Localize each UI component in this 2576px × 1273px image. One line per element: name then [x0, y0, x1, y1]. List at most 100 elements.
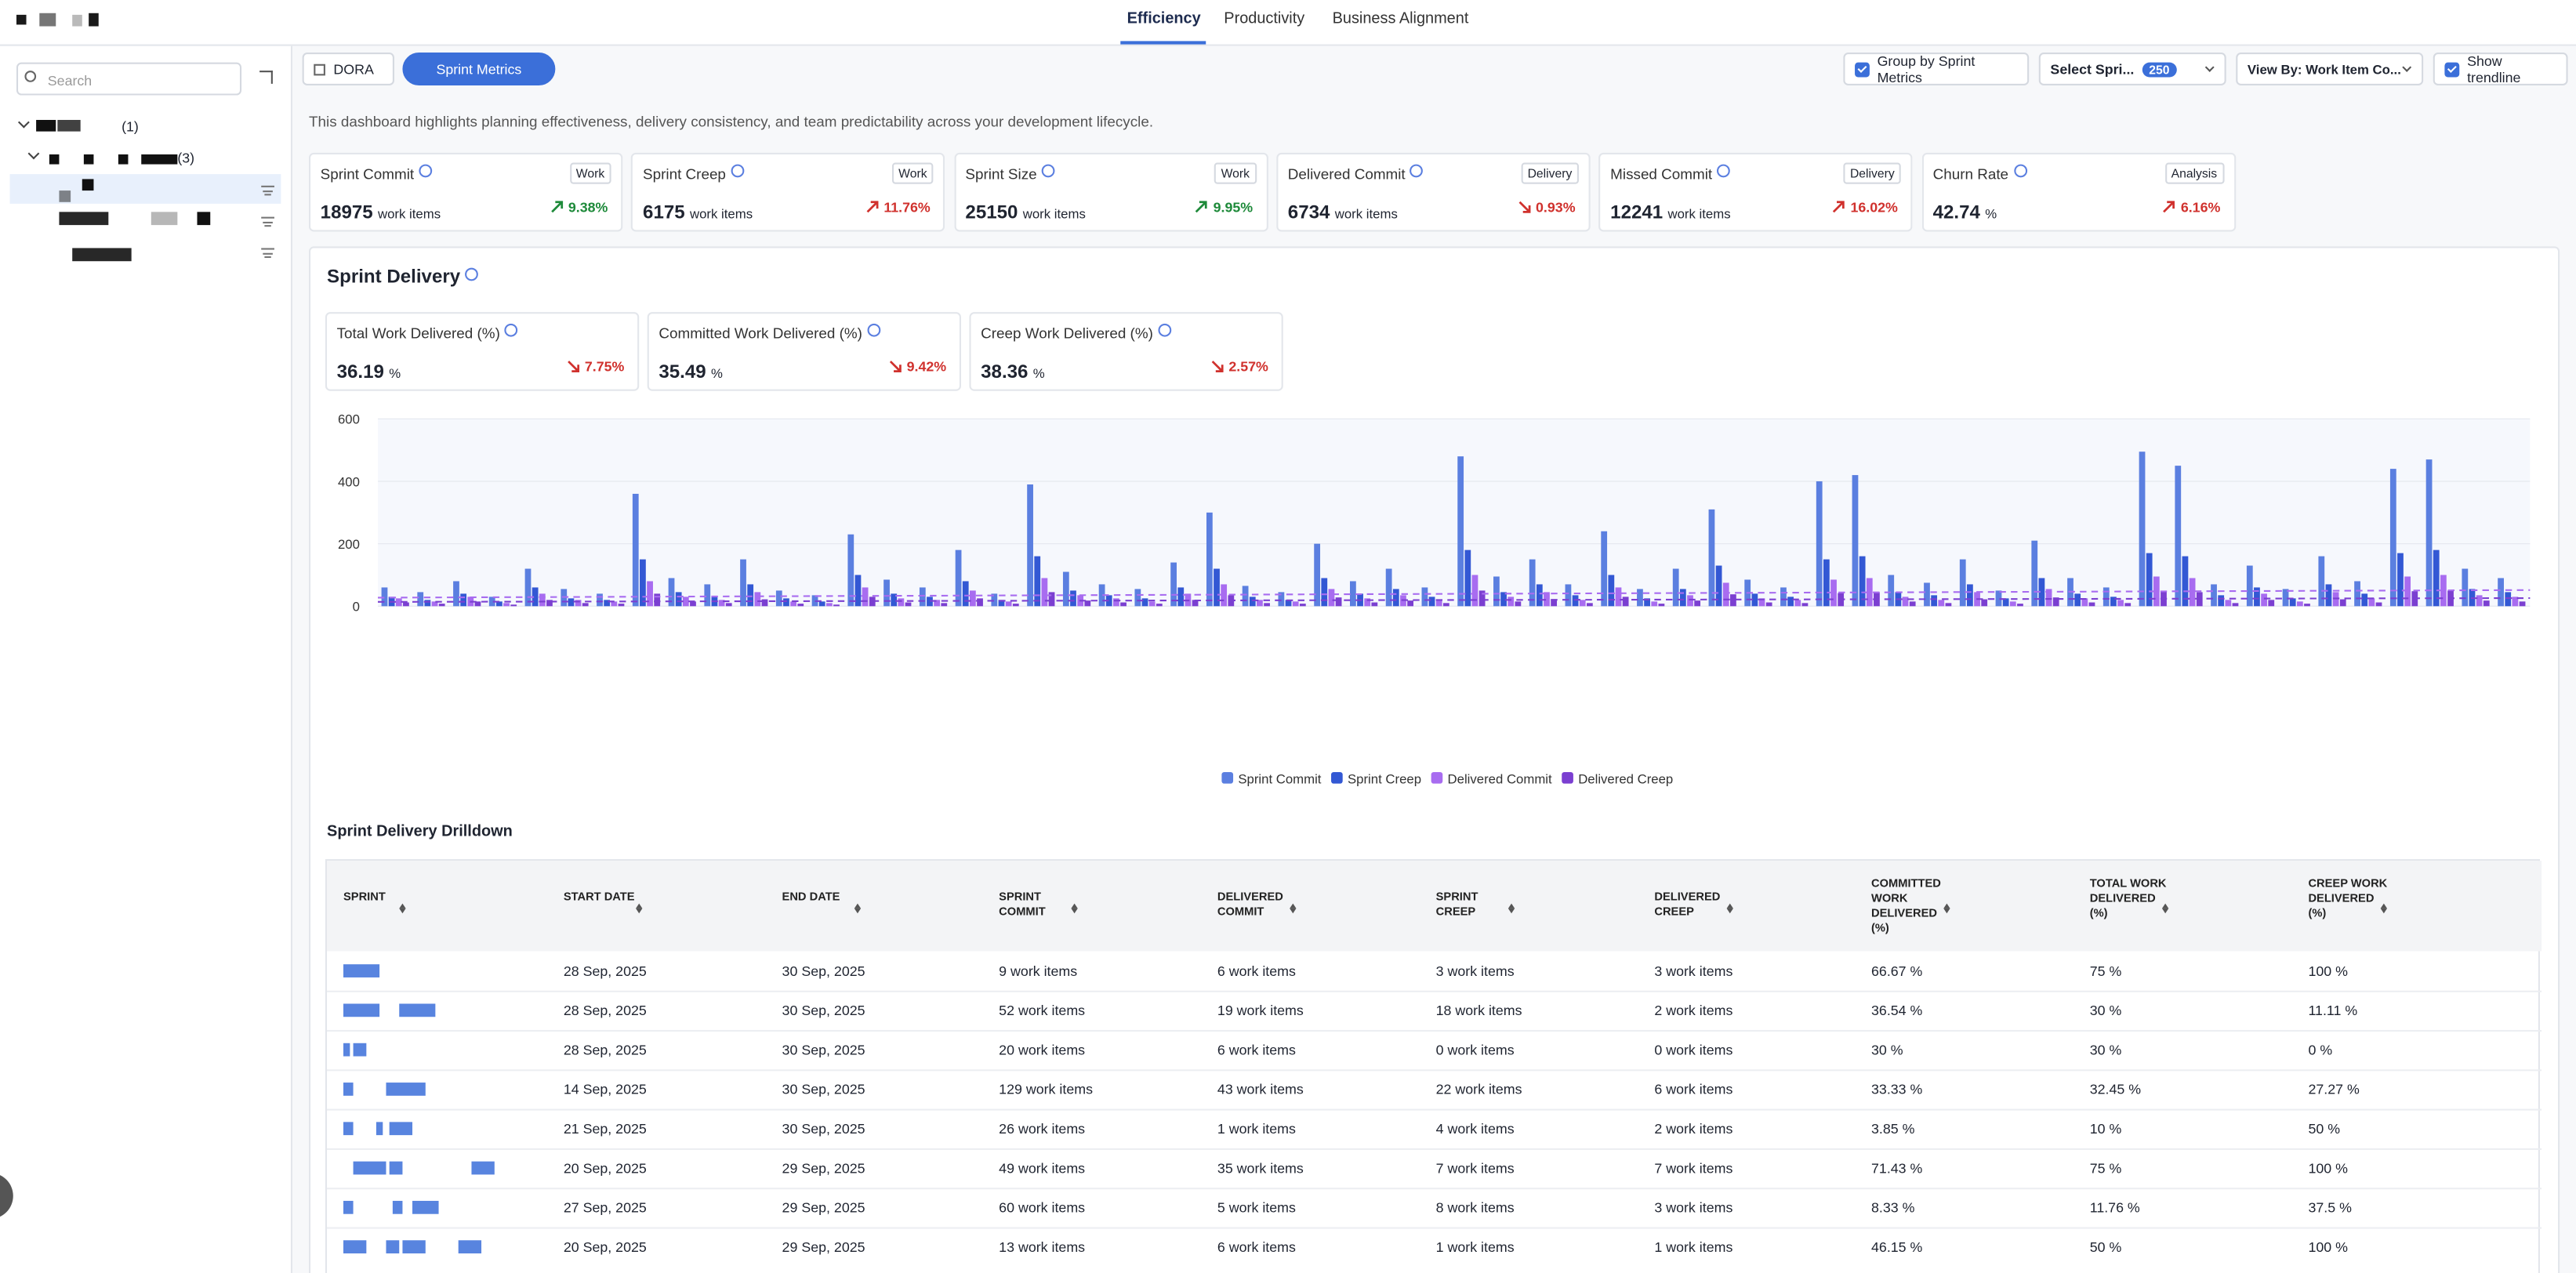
bar	[898, 598, 904, 606]
metric-title: Creep Work Delivered (%)	[981, 324, 1171, 342]
metric-card: Churn RateAnalysis42.74%6.16%	[1921, 153, 2235, 232]
bar	[633, 494, 639, 606]
bar	[1723, 582, 1729, 606]
column-header[interactable]: CREEP WORK DELIVERED (%)	[2308, 877, 2390, 922]
section-title: Sprint Delivery	[327, 268, 478, 288]
group-by-toggle[interactable]: Group by Sprint Metrics	[1843, 53, 2029, 85]
bar	[424, 600, 430, 606]
bar	[1787, 597, 1794, 606]
row-menu-icon	[261, 217, 274, 219]
bar	[1457, 456, 1464, 606]
view-by-label: View By: Work Item Co...	[2248, 62, 2401, 77]
search-box[interactable]: Search	[16, 63, 241, 96]
table-cell: 3 work items	[1654, 963, 1732, 979]
redacted	[59, 212, 108, 225]
table-cell: 20 Sep, 2025	[564, 1239, 647, 1255]
bar	[460, 593, 466, 606]
bar	[1371, 603, 1377, 607]
trend-arrow	[550, 201, 564, 214]
bar	[883, 579, 890, 606]
info-icon	[505, 324, 518, 337]
metric-value-row: 6175work items	[643, 197, 753, 227]
bar	[2505, 592, 2511, 606]
tree-selected	[10, 174, 281, 204]
trend-arrow	[865, 201, 879, 214]
bar	[1041, 578, 1047, 606]
bar	[970, 590, 976, 606]
sort-down	[1508, 909, 1515, 916]
table-cell: 30 Sep, 2025	[782, 1120, 865, 1137]
sprint-select[interactable]: Select Spri...250	[2039, 53, 2226, 85]
metric-card: Missed CommitDelivery12241work items16.0…	[1599, 153, 1913, 232]
bar	[1981, 600, 1987, 607]
bar	[1027, 484, 1033, 606]
bar	[2354, 581, 2360, 606]
table-cell: 1 work items	[1217, 1120, 1296, 1137]
table-cell: 18 work items	[1436, 1002, 1522, 1018]
table-cell: 20 work items	[999, 1042, 1085, 1058]
trendline-toggle[interactable]: Show trendline	[2433, 53, 2568, 85]
bar	[2390, 469, 2396, 606]
table-cell: 28 Sep, 2025	[564, 1002, 647, 1018]
column-header[interactable]: END DATE	[782, 890, 865, 905]
metric-change-value: 16.02%	[1850, 199, 1897, 216]
bar	[905, 603, 912, 607]
column-header[interactable]: START DATE	[564, 890, 646, 905]
table-cell: 60 work items	[999, 1199, 1085, 1216]
sort-up	[2162, 900, 2168, 908]
bar	[1794, 600, 1801, 606]
sort-icon	[636, 900, 644, 915]
sort-icon	[2381, 900, 2389, 915]
bar	[2190, 578, 2196, 606]
bar	[2218, 595, 2224, 606]
column-header[interactable]: DELIVERED COMMIT	[1217, 890, 1300, 920]
column-header[interactable]: SPRINT COMMIT	[999, 890, 1081, 920]
metric-unit: work items	[690, 207, 753, 222]
nav-tab[interactable]: Productivity	[1224, 10, 1304, 33]
bar	[783, 598, 789, 606]
bar	[1587, 603, 1593, 606]
view-by-select[interactable]: View By: Work Item Co...	[2236, 53, 2423, 85]
metric-value-row: 18975work items	[321, 197, 441, 227]
bar	[1580, 600, 1586, 606]
bar	[2361, 593, 2367, 606]
trend-arrow	[567, 360, 580, 373]
table-cell: 3.85 %	[1871, 1120, 1914, 1137]
tab-label: DORA	[333, 61, 373, 78]
table-cell: 21 Sep, 2025	[564, 1120, 647, 1137]
metric-title: Total Work Delivered (%)	[337, 324, 518, 342]
column-header[interactable]: SPRINT CREEP	[1436, 890, 1518, 920]
metric-tag: Analysis	[2164, 162, 2223, 183]
expand-icon[interactable]	[259, 71, 273, 84]
sort-down	[1943, 909, 1950, 916]
collapse-handle[interactable]	[0, 1173, 13, 1219]
nav-tab[interactable]: Efficiency	[1127, 10, 1201, 33]
sort-up	[1071, 900, 1077, 908]
column-header[interactable]: COMMITTED WORK DELIVERED (%)	[1871, 877, 1954, 936]
bar	[2376, 603, 2382, 607]
column-header[interactable]: DELIVERED CREEP	[1654, 890, 1736, 920]
bar	[2462, 569, 2468, 607]
y-tick-label: 200	[338, 537, 360, 552]
toolbar-tab[interactable]: DORA	[303, 53, 394, 85]
bar	[2290, 598, 2296, 606]
table-cell: 6 work items	[1217, 1042, 1296, 1058]
row-divider	[327, 991, 2542, 992]
search-icon	[24, 71, 36, 82]
table-cell: 22 work items	[1436, 1081, 1522, 1097]
nav-tab[interactable]: Business Alignment	[1333, 10, 1469, 33]
bar	[1479, 590, 1486, 606]
tree-caret	[18, 117, 30, 129]
legend-swatch	[1562, 772, 1573, 784]
table-cell: 75 %	[2090, 963, 2122, 979]
toolbar-tab[interactable]: Sprint Metrics	[402, 53, 555, 85]
info-icon	[1717, 165, 1730, 178]
column-header[interactable]: SPRINT	[343, 890, 442, 905]
table-cell: 35 work items	[1217, 1160, 1304, 1177]
table-cell: 8.33 %	[1871, 1199, 1914, 1216]
metric-change: 9.38%	[550, 199, 608, 216]
bar	[1113, 598, 1119, 606]
redacted-sprint-name	[412, 1201, 439, 1214]
column-header[interactable]: TOTAL WORK DELIVERED (%)	[2090, 877, 2172, 922]
table-cell: 9 work items	[999, 963, 1077, 979]
